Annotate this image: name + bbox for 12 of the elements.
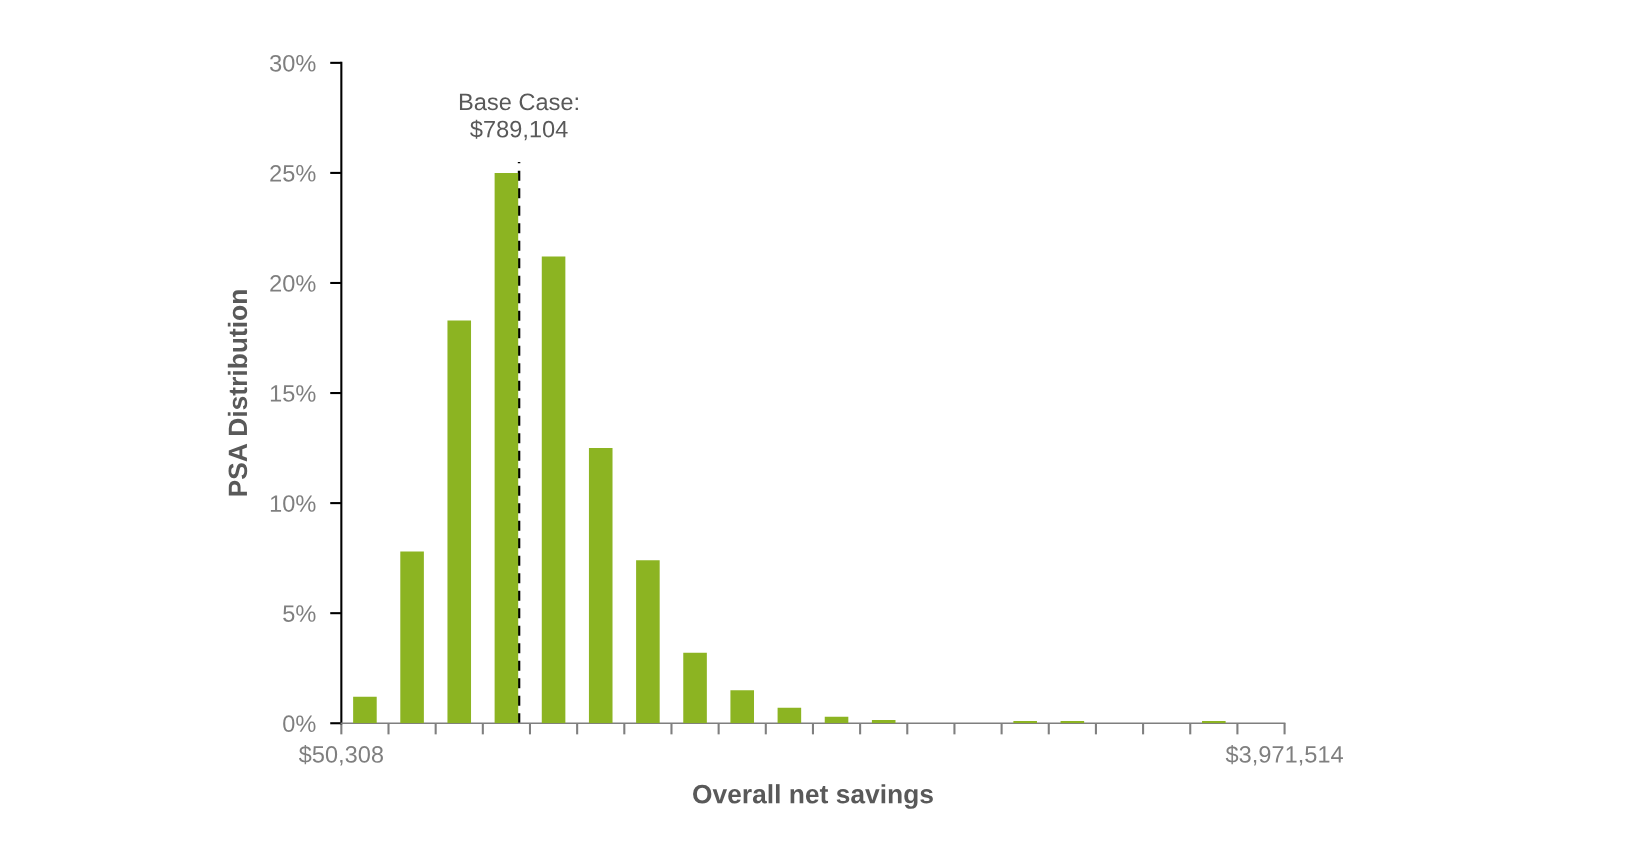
y-tick-label: 30% <box>269 54 316 72</box>
y-tick-label: 15% <box>270 385 316 402</box>
y-axis-title: PSA Distribution <box>227 290 248 496</box>
y-tick-label: 10% <box>270 495 316 512</box>
y-tick-label: 25% <box>270 164 316 182</box>
x-axis-title: Overall net savings <box>693 784 933 809</box>
x-tick-label: $50,308 <box>298 745 383 766</box>
y-tick-label: 0% <box>283 715 316 733</box>
y-tick-label: 5% <box>283 605 316 622</box>
y-tick-label: 20% <box>270 275 316 292</box>
x-tick-label: $3,971,514 <box>1225 745 1343 766</box>
ref-line-label: Base Case: $789,104 <box>459 93 578 141</box>
